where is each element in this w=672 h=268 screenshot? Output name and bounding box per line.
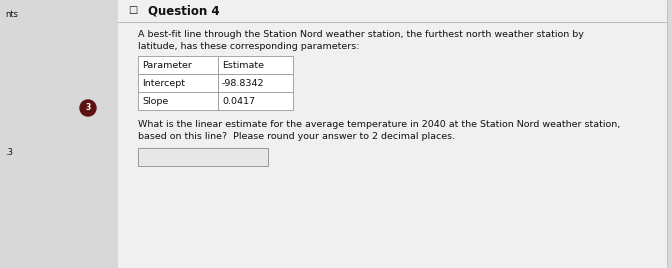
- Text: Intercept: Intercept: [142, 79, 185, 87]
- Bar: [218, 92, 293, 110]
- Text: nts: nts: [5, 10, 18, 19]
- Text: latitude, has these corresponding parameters:: latitude, has these corresponding parame…: [138, 42, 360, 51]
- Bar: [218, 74, 293, 92]
- Bar: [138, 92, 218, 110]
- Text: based on this line?  Please round your answer to 2 decimal places.: based on this line? Please round your an…: [138, 132, 455, 141]
- Bar: [138, 74, 218, 92]
- Text: □: □: [128, 5, 137, 15]
- Text: Parameter: Parameter: [142, 61, 192, 69]
- Text: Slope: Slope: [142, 96, 168, 106]
- Text: Estimate: Estimate: [222, 61, 264, 69]
- Text: 0.0417: 0.0417: [222, 96, 255, 106]
- Circle shape: [80, 100, 96, 116]
- Text: Question 4: Question 4: [148, 5, 220, 18]
- Text: -98.8342: -98.8342: [222, 79, 265, 87]
- Bar: [218, 56, 293, 74]
- Text: 3: 3: [85, 103, 91, 113]
- Bar: [118, 0, 667, 268]
- Text: .3: .3: [5, 148, 13, 157]
- Bar: [138, 56, 218, 74]
- Text: What is the linear estimate for the average temperature in 2040 at the Station N: What is the linear estimate for the aver…: [138, 120, 620, 129]
- Bar: [138, 148, 268, 166]
- Text: A best-fit line through the Station Nord weather station, the furthest north wea: A best-fit line through the Station Nord…: [138, 30, 584, 39]
- Bar: [0, 0, 118, 268]
